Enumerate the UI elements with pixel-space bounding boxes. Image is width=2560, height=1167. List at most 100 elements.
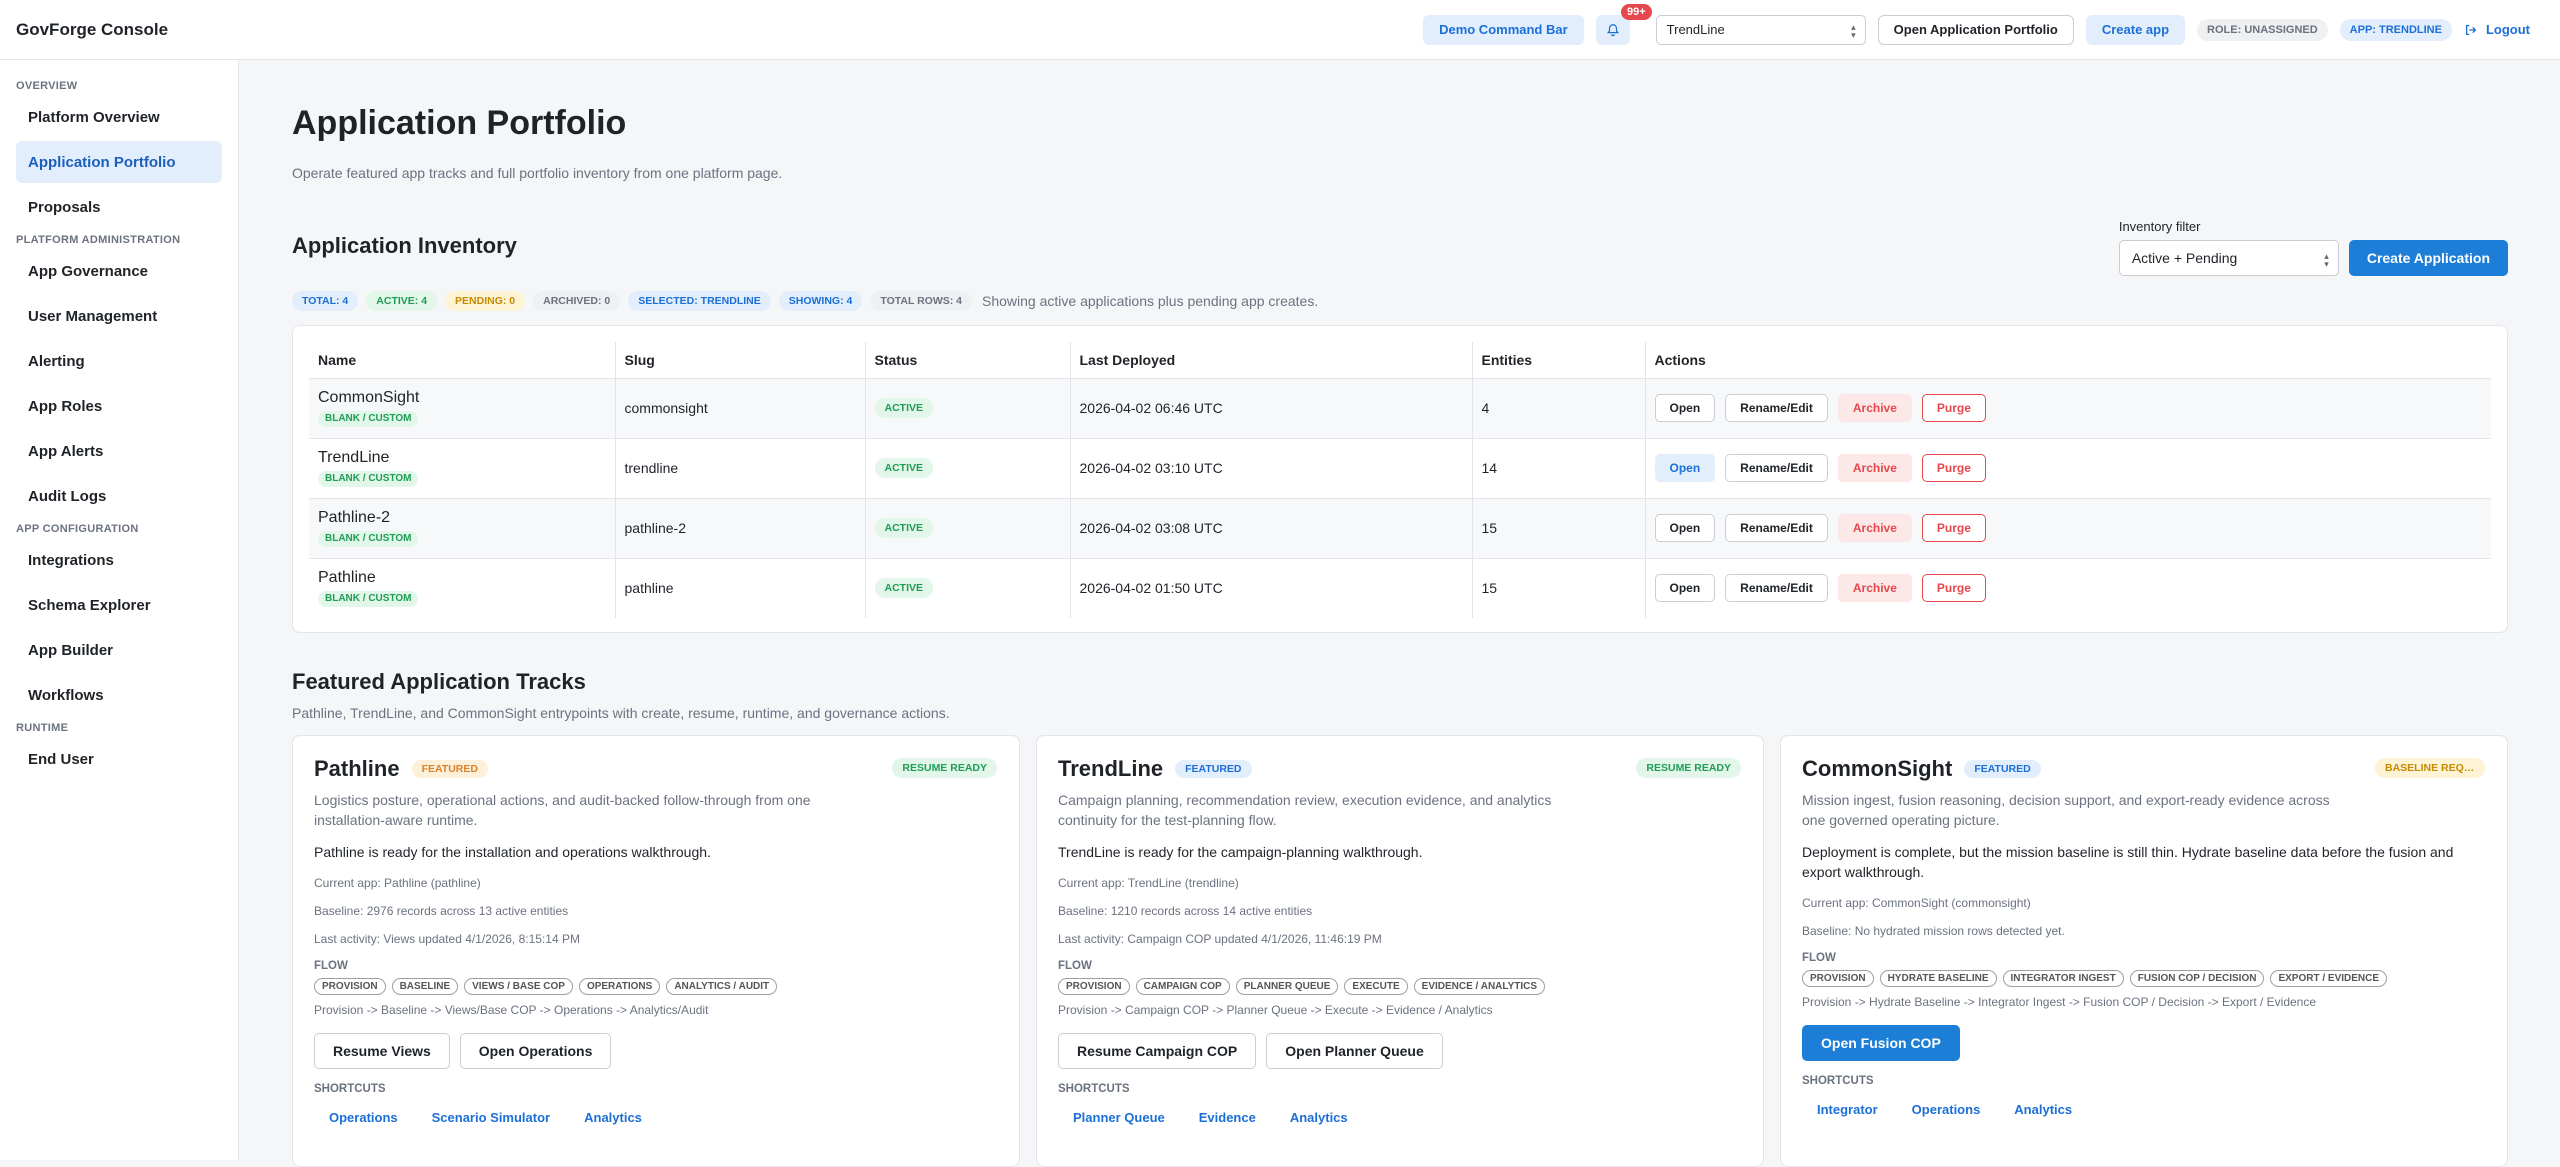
tracks-title: Featured Application Tracks: [292, 669, 586, 694]
cell-actions: Open Rename/Edit Archive Purge: [1645, 558, 2491, 618]
purge-button[interactable]: Purge: [1921, 454, 1986, 482]
flow-label: FLOW: [1058, 960, 1092, 972]
rename-edit-button[interactable]: Rename/Edit: [1725, 574, 1828, 603]
column-header-slug[interactable]: Slug: [615, 342, 866, 379]
rename-edit-button[interactable]: Rename/Edit: [1725, 394, 1828, 422]
notification-count-badge: 99+: [1620, 3, 1652, 20]
track-cards: Pathline FEATURED RESUME READY Logistics…: [292, 735, 2508, 1167]
status-badge: ACTIVE: [874, 398, 934, 418]
track-description: Mission ingest, fusion reasoning, decisi…: [1802, 792, 2330, 828]
sidebar-item-app-governance[interactable]: App Governance: [28, 262, 149, 280]
open-application-portfolio-button[interactable]: Open Application Portfolio: [1877, 14, 2074, 45]
notifications-button[interactable]: 99+: [1595, 3, 1652, 45]
inventory-stats: TOTAL: 4 ACTIVE: 4 PENDING: 0 ARCHIVED: …: [292, 291, 2508, 311]
resume-views-button[interactable]: Resume Views: [314, 1033, 450, 1069]
track-title: Pathline: [314, 756, 400, 781]
sidebar-item-platform-overview[interactable]: Platform Overview: [28, 108, 160, 126]
rename-edit-button[interactable]: Rename/Edit: [1725, 514, 1828, 542]
featured-badge: FEATURED: [1964, 760, 2041, 778]
current-app-text: Current app: CommonSight (commonsight): [1802, 896, 2031, 910]
column-header-status[interactable]: Status: [865, 342, 1071, 379]
open-button[interactable]: Open: [1654, 574, 1716, 603]
open-button[interactable]: Open: [1654, 454, 1716, 482]
shortcut-scenario-simulator[interactable]: Scenario Simulator: [431, 1109, 551, 1125]
open-planner-queue-button[interactable]: Open Planner Queue: [1266, 1033, 1443, 1069]
table-header-row: Name Slug Status Last Deployed Entities …: [309, 342, 2491, 379]
sidebar-item-workflows[interactable]: Workflows: [28, 686, 104, 704]
shortcut-analytics[interactable]: Analytics: [1289, 1109, 1348, 1125]
last-activity-text: Last activity: Views updated 4/1/2026, 8…: [314, 932, 580, 946]
cell-entities: 15: [1472, 498, 1646, 559]
open-button[interactable]: Open: [1654, 394, 1716, 422]
shortcut-planner-queue[interactable]: Planner Queue: [1073, 1109, 1165, 1125]
sidebar-item-proposals[interactable]: Proposals: [28, 198, 101, 216]
sidebar-item-application-portfolio[interactable]: Application Portfolio: [16, 141, 222, 183]
archive-button[interactable]: Archive: [1837, 394, 1912, 422]
purge-button[interactable]: Purge: [1921, 514, 1986, 542]
flow-label: FLOW: [314, 960, 348, 972]
cell-entities: 15: [1472, 558, 1646, 618]
sidebar-item-app-roles[interactable]: App Roles: [28, 397, 103, 415]
open-fusion-cop-button[interactable]: Open Fusion COP: [1802, 1025, 1960, 1061]
archive-button[interactable]: Archive: [1837, 454, 1912, 482]
sidebar-item-app-builder[interactable]: App Builder: [28, 641, 113, 659]
stat-selected: SELECTED: TRENDLINE: [628, 291, 771, 311]
tracks-subtitle: Pathline, TrendLine, and CommonSight ent…: [292, 705, 950, 721]
cell-last-deployed: 2026-04-02 03:08 UTC: [1070, 498, 1473, 559]
sidebar-item-integrations[interactable]: Integrations: [28, 551, 114, 569]
sidebar-section-overview: OVERVIEW: [16, 80, 78, 92]
open-button[interactable]: Open: [1654, 514, 1716, 542]
flow-chip: PROVISION: [1058, 978, 1130, 995]
column-header-actions: Actions: [1645, 342, 2491, 379]
stat-archived: ARCHIVED: 0: [533, 291, 621, 311]
sidebar-item-user-management[interactable]: User Management: [28, 307, 158, 325]
sidebar-item-app-alerts[interactable]: App Alerts: [28, 442, 104, 460]
open-operations-button[interactable]: Open Operations: [459, 1033, 612, 1069]
shortcut-analytics[interactable]: Analytics: [584, 1109, 642, 1125]
sidebar-item-audit-logs[interactable]: Audit Logs: [28, 487, 107, 505]
logout-button[interactable]: Logout: [2464, 22, 2544, 37]
resume-campaign-cop-button[interactable]: Resume Campaign COP: [1058, 1033, 1257, 1069]
track-ready-text: TrendLine is ready for the campaign-plan…: [1058, 844, 1423, 860]
shortcut-integrator[interactable]: Integrator: [1817, 1101, 1878, 1117]
sidebar-item-alerting[interactable]: Alerting: [28, 352, 85, 370]
baseline-text: Baseline: 1210 records across 14 active …: [1058, 904, 1313, 918]
cell-last-deployed: 2026-04-02 03:10 UTC: [1070, 438, 1473, 499]
inventory-table: Name Slug Status Last Deployed Entities …: [309, 342, 2491, 618]
shortcut-operations[interactable]: Operations: [329, 1109, 398, 1125]
sidebar-item-schema-explorer[interactable]: Schema Explorer: [28, 596, 151, 614]
purge-button[interactable]: Purge: [1921, 394, 1986, 422]
page-title: Application Portfolio: [292, 104, 627, 142]
purge-button[interactable]: Purge: [1921, 574, 1986, 603]
column-header-entities[interactable]: Entities: [1472, 342, 1646, 379]
inventory-title: Application Inventory: [292, 233, 517, 258]
cell-slug: trendline: [615, 438, 866, 499]
shortcut-analytics[interactable]: Analytics: [2014, 1101, 2073, 1117]
sidebar-item-end-user[interactable]: End User: [28, 750, 94, 768]
column-header-last-deployed[interactable]: Last Deployed: [1070, 342, 1473, 379]
column-header-name[interactable]: Name: [309, 342, 616, 379]
shortcut-operations[interactable]: Operations: [1911, 1101, 1981, 1117]
stat-total: TOTAL: 4: [292, 291, 359, 311]
shortcut-evidence[interactable]: Evidence: [1198, 1109, 1256, 1125]
flow-chips: PROVISION HYDRATE BASELINE INTEGRATOR IN…: [1802, 970, 2486, 987]
resume-badge: RESUME READY: [892, 758, 997, 778]
archive-button[interactable]: Archive: [1837, 514, 1912, 542]
flow-chips: PROVISION CAMPAIGN COP PLANNER QUEUE EXE…: [1058, 978, 1742, 995]
archive-button[interactable]: Archive: [1837, 574, 1912, 603]
stat-pending: PENDING: 0: [445, 291, 526, 311]
create-app-button[interactable]: Create app: [2085, 14, 2186, 45]
app-select[interactable]: TrendLine ▴ ▾: [1655, 14, 1866, 45]
app-select-value: TrendLine: [1666, 22, 1725, 37]
flow-chip: HYDRATE BASELINE: [1879, 970, 1997, 987]
create-application-button[interactable]: Create Application: [2348, 240, 2508, 276]
select-caret-icon: ▴ ▾: [2324, 251, 2329, 269]
rename-edit-button[interactable]: Rename/Edit: [1725, 454, 1828, 482]
demo-command-bar-button[interactable]: Demo Command Bar: [1423, 14, 1584, 45]
sidebar-section-runtime: RUNTIME: [16, 722, 69, 734]
cell-status: ACTIVE: [865, 498, 1071, 559]
flow-chip: FUSION COP / DECISION: [2129, 970, 2265, 987]
inventory-filter-select[interactable]: Active + Pending ▴ ▾: [2118, 240, 2339, 276]
track-description: Campaign planning, recommendation review…: [1058, 792, 1552, 828]
status-badge: ACTIVE: [874, 578, 934, 599]
